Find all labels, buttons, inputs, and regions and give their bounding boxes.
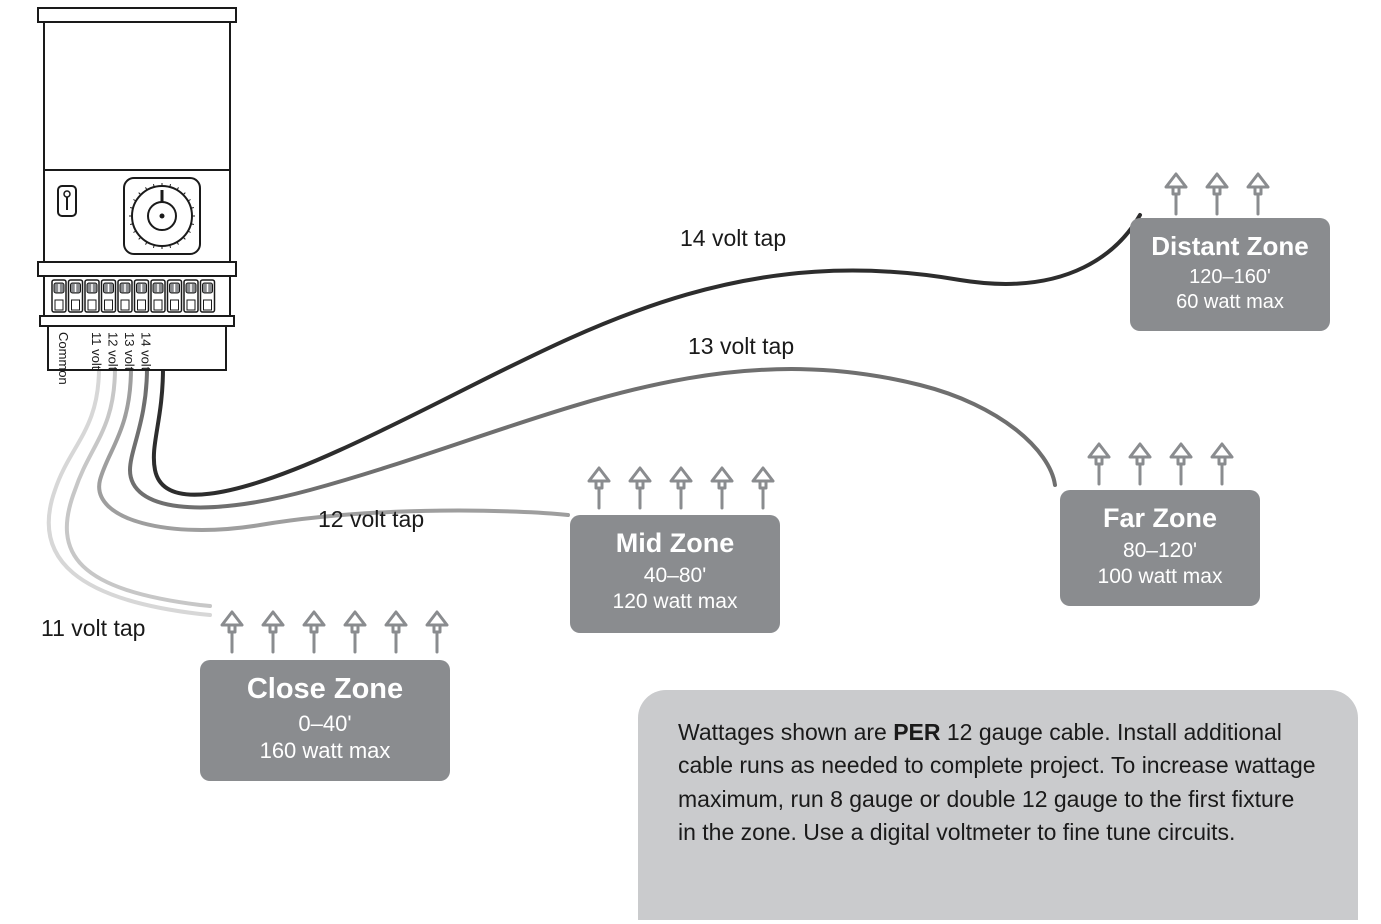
light-fixture-icon [1085, 442, 1113, 486]
terminal-label: 11 volt [89, 332, 104, 370]
light-fixture-icon [259, 610, 287, 659]
tap-label-tap14: 14 volt tap [680, 225, 786, 252]
light-fixture-icon [1203, 172, 1231, 216]
zone-box-close: Close Zone 0–40'160 watt max [200, 660, 450, 781]
zone-watt: 60 watt max [1140, 290, 1320, 315]
light-fixture-icon [1162, 172, 1190, 216]
light-fixture-icon [341, 610, 369, 659]
wiring-diagram: Common 11 volt12 volt13 volt14 volt 11 vol… [0, 0, 1381, 924]
light-fixture-icon [626, 466, 654, 515]
light-fixture-icon [1208, 442, 1236, 491]
light-fixture-icon [1167, 442, 1195, 486]
light-fixture-icon [1244, 172, 1272, 221]
light-fixture-icon [1126, 442, 1154, 486]
wattage-note: Wattages shown are PER 12 gauge cable. I… [638, 690, 1358, 920]
tap-label-tap13: 13 volt tap [688, 333, 794, 360]
terminal-label: 14 volt [139, 332, 154, 371]
note-text: Wattages shown are [678, 719, 893, 745]
light-fixture-icon [1126, 442, 1154, 491]
light-fixture-icon [382, 610, 410, 654]
light-fixture-icon [1162, 172, 1190, 221]
light-fixture-icon [1085, 442, 1113, 491]
light-fixture-icon [708, 466, 736, 515]
zone-range: 80–120' [1070, 538, 1250, 564]
light-row-close [218, 610, 451, 659]
light-fixture-icon [382, 610, 410, 659]
zone-watt: 120 watt max [580, 589, 770, 615]
light-fixture-icon [218, 610, 246, 659]
zone-title: Far Zone [1070, 504, 1250, 534]
light-fixture-icon [259, 610, 287, 654]
light-row-far [1085, 442, 1236, 491]
light-fixture-icon [708, 466, 736, 510]
wire-tap14 [154, 215, 1140, 495]
light-fixture-icon [1203, 172, 1231, 221]
light-fixture-icon [749, 466, 777, 510]
zone-title: Mid Zone [580, 529, 770, 559]
light-fixture-icon [749, 466, 777, 515]
light-fixture-icon [1167, 442, 1195, 491]
zone-box-distant: Distant Zone 120–160'60 watt max [1130, 218, 1330, 331]
wire-tap11 [67, 368, 210, 606]
terminal-label: 13 volt [122, 332, 137, 371]
light-fixture-icon [626, 466, 654, 510]
tap-label-tap12: 12 volt tap [318, 506, 424, 533]
zone-box-far: Far Zone 80–120'100 watt max [1060, 490, 1260, 606]
light-fixture-icon [300, 610, 328, 654]
zone-watt: 100 watt max [1070, 564, 1250, 590]
light-fixture-icon [585, 466, 613, 510]
light-fixture-icon [423, 610, 451, 654]
zone-title: Distant Zone [1140, 232, 1320, 261]
light-fixture-icon [300, 610, 328, 659]
light-fixture-icon [585, 466, 613, 515]
terminal-label: Common [56, 332, 71, 385]
tap-label-tap11: 11 volt tap [41, 615, 145, 642]
light-fixture-icon [1208, 442, 1236, 486]
light-row-distant [1162, 172, 1272, 221]
light-fixture-icon [218, 610, 246, 654]
zone-range: 0–40' [210, 710, 440, 738]
light-fixture-icon [1244, 172, 1272, 216]
transformer: Common 11 volt12 volt13 volt14 volt [38, 8, 236, 385]
zone-range: 120–160' [1140, 265, 1320, 290]
zone-title: Close Zone [210, 674, 440, 706]
light-row-mid [585, 466, 777, 515]
light-fixture-icon [423, 610, 451, 659]
light-fixture-icon [667, 466, 695, 515]
note-bold: PER [893, 719, 940, 745]
light-fixture-icon [667, 466, 695, 510]
zone-watt: 160 watt max [210, 737, 440, 765]
light-fixture-icon [341, 610, 369, 654]
zone-range: 40–80' [580, 563, 770, 589]
terminal-label: 12 volt [106, 332, 121, 371]
zone-box-mid: Mid Zone 40–80'120 watt max [570, 515, 780, 633]
